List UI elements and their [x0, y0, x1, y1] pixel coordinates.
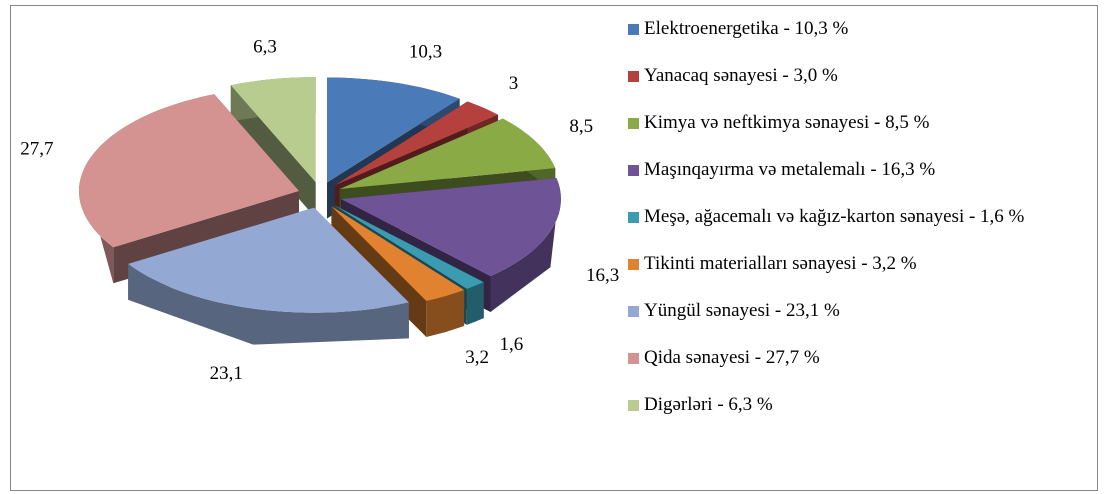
legend-swatch [628, 400, 639, 411]
data-label: 6,3 [253, 37, 277, 58]
legend-item: Kimya və neftkimya sənayesi - 8,5 % [628, 112, 1088, 159]
legend-label: Digərləri - 6,3 % [644, 394, 773, 415]
slice [340, 178, 561, 276]
slice-wall [128, 263, 409, 345]
slice-wall [490, 178, 561, 312]
legend-item: Yanacaq sənayesi - 3,0 % [628, 65, 1088, 112]
data-label: 27,7 [20, 138, 53, 159]
slice [331, 206, 465, 301]
legend-item: Qida sənayesi - 27,7 % [628, 347, 1088, 394]
slice [334, 205, 484, 289]
data-label: 1,6 [499, 334, 523, 355]
slice-side [230, 85, 316, 219]
legend-swatch [628, 118, 639, 129]
legend-label: Yanacaq sənayesi - 3,0 % [644, 65, 838, 86]
legend-label: Qida sənayesi - 27,7 % [644, 347, 820, 368]
legend-label: Elektroenergetika - 10,3 % [644, 18, 849, 39]
chart-frame [10, 5, 1098, 491]
data-label: 3 [509, 73, 519, 94]
legend-swatch [628, 212, 639, 223]
slice-wall [466, 282, 484, 325]
legend-label: Meşə, ağacemalı və kağız-karton sənayesi… [644, 206, 1025, 227]
legend-swatch [628, 71, 639, 82]
data-label: 16,3 [586, 265, 619, 286]
slice-group [128, 207, 409, 345]
legend-label: Maşınqayırma və metalemalı - 16,3 % [644, 159, 936, 180]
data-label: 23,1 [210, 363, 243, 384]
slice [339, 118, 556, 190]
legend-item: Tikinti materialları sənayesi - 3,2 % [628, 253, 1088, 300]
legend-label: Yüngül sənayesi - 23,1 % [644, 300, 840, 321]
legend-swatch [628, 165, 639, 176]
slice [79, 94, 300, 248]
legend-swatch [628, 306, 639, 317]
legend-item: Meşə, ağacemalı və kağız-karton sənayesi… [628, 206, 1088, 253]
legend-item: Digərləri - 6,3 % [628, 394, 1088, 441]
legend: Elektroenergetika - 10,3 % Yanacaq sənaye… [628, 18, 1088, 441]
data-label: 3,2 [465, 347, 489, 368]
legend-item: Maşınqayırma və metalemalı - 16,3 % [628, 159, 1088, 206]
data-label: 10,3 [409, 41, 442, 62]
slice-wall [426, 290, 465, 337]
slice [230, 77, 316, 183]
chart: 10,3 3 8,5 16,3 1,6 3,2 23,1 27,7 6,3 [20, 37, 619, 385]
legend-swatch [628, 259, 639, 270]
slice [334, 101, 498, 186]
slice [128, 207, 409, 313]
legend-label: Tikinti materialları sənayesi - 3,2 % [644, 253, 917, 274]
legend-item: Yüngül sənayesi - 23,1 % [628, 300, 1088, 347]
legend-swatch [628, 24, 639, 35]
data-label: 8,5 [569, 116, 593, 137]
legend-label: Kimya və neftkimya sənayesi - 8,5 % [644, 112, 930, 133]
legend-item: Elektroenergetika - 10,3 % [628, 18, 1088, 65]
slice-group [230, 77, 316, 219]
slice [326, 77, 460, 183]
legend-swatch [628, 353, 639, 364]
